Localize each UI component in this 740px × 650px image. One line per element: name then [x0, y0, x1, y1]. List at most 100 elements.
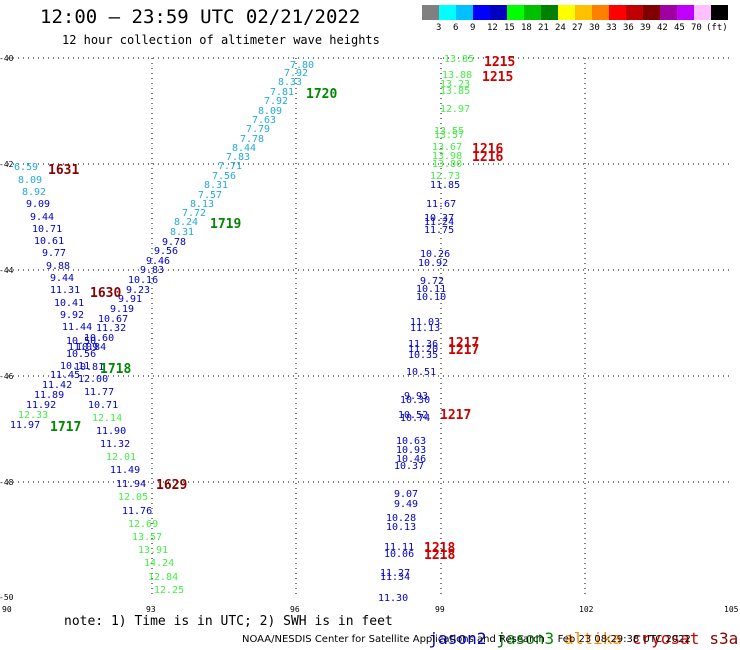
wave-height-value: 10.71 [88, 400, 118, 411]
scale-label: 27 [572, 23, 583, 33]
scale-label: 3 [436, 23, 442, 33]
wave-height-value: 7.57 [198, 190, 222, 201]
wave-height-value: 11.34 [380, 572, 410, 583]
wave-height-value: 10.63 [396, 436, 426, 447]
wave-height-value: 9.23 [126, 285, 150, 296]
scale-swatch [524, 5, 541, 20]
wave-height-value: 9.46 [146, 256, 170, 267]
wave-height-value: 13.23 [440, 79, 470, 90]
wave-height-value: 13.88 [442, 70, 472, 81]
wave-height-value: 10.93 [396, 445, 426, 456]
scale-label: 18 [521, 23, 532, 33]
scale-label: 39 [640, 23, 651, 33]
wave-height-value: 10.37 [394, 461, 424, 472]
wave-height-value: 9.93 [404, 391, 428, 402]
wave-height-value: 10.13 [386, 522, 416, 533]
wave-height-value: 13.57 [434, 130, 464, 141]
scale-swatch [541, 5, 558, 20]
wave-height-value: 10.16 [128, 275, 158, 286]
pass-time-label: 1217 [448, 336, 479, 351]
wave-height-value: 9.49 [394, 499, 418, 510]
scale-swatch [456, 5, 473, 20]
wave-height-value: 7.83 [226, 152, 250, 163]
wave-height-value: 9.72 [420, 276, 444, 287]
wave-height-value: 10.81 [74, 362, 104, 373]
scale-label: 6 [453, 23, 459, 33]
wave-height-value: 10.60 [84, 333, 114, 344]
wave-height-value: 12.33 [18, 410, 48, 421]
y-tick-label: -48 [0, 478, 14, 487]
wave-height-value: 8.92 [22, 187, 46, 198]
wave-height-value: 13.67 [432, 142, 462, 153]
pass-time-label: 1217 [440, 408, 471, 423]
wave-height-value: 10.37 [424, 213, 454, 224]
wave-height-value: 8.24 [174, 217, 198, 228]
wave-height-value: 7.80 [290, 60, 314, 71]
wave-height-value: 10.35 [408, 350, 438, 361]
wave-height-value: 10.41 [54, 298, 84, 309]
scale-swatch [643, 5, 660, 20]
legend-s3a: s3a [709, 629, 739, 648]
wave-height-value: 9.77 [42, 248, 66, 259]
scale-label: 15 [504, 23, 515, 33]
pass-time-label: 1717 [50, 420, 81, 435]
y-tick-label: -46 [0, 372, 14, 381]
scale-label: 24 [555, 23, 566, 33]
y-tick-label: -40 [0, 54, 14, 63]
wave-height-value: 11.32 [96, 323, 126, 334]
wave-height-value: 8.09 [258, 106, 282, 117]
wave-height-value: 11.03 [410, 317, 440, 328]
pass-time-label: 1215 [484, 55, 515, 70]
wave-height-value: 8.13 [190, 199, 214, 210]
pass-time-label: 1719 [210, 217, 241, 232]
wave-height-value: 12.84 [148, 572, 178, 583]
wave-height-value: 14.24 [144, 558, 174, 569]
scale-swatch [422, 5, 439, 20]
wave-height-value: 10.71 [32, 224, 62, 235]
pass-time-label: 1720 [306, 87, 337, 102]
wave-height-value: 8.09 [18, 175, 42, 186]
pass-time-label: 1215 [482, 70, 513, 85]
wave-height-value: 6.59 [14, 162, 38, 173]
wave-height-value: 10.61 [34, 236, 64, 247]
wave-height-value: 7.71 [218, 161, 242, 172]
page-title: 12:00 – 23:59 UTC 02/21/2022 [40, 6, 361, 28]
wave-height-value: 10.50 [66, 336, 96, 347]
wave-height-value: 11.92 [26, 400, 56, 411]
wave-height-value: 12.25 [154, 585, 184, 596]
wave-height-value: 12.00 [78, 374, 108, 385]
wave-height-value: 11.77 [84, 387, 114, 398]
wave-height-value: 9.83 [140, 265, 164, 276]
pass-time-label: 1631 [48, 163, 79, 178]
pass-time-label: 1218 [424, 548, 455, 563]
wave-height-value: 7.56 [212, 171, 236, 182]
wave-height-value: 13.55 [434, 126, 464, 137]
wave-height-value: 7.78 [240, 134, 264, 145]
scale-label: 9 [470, 23, 476, 33]
wave-height-value: 10.10 [416, 292, 446, 303]
wave-height-value: 9.07 [394, 489, 418, 500]
wave-height-value: 9.92 [60, 310, 84, 321]
wave-height-value: 11.13 [410, 323, 440, 334]
y-tick-label: -44 [0, 266, 14, 275]
wave-height-value: 10.67 [98, 314, 128, 325]
wave-height-value: 11.24 [424, 217, 454, 228]
wave-height-value: 13.57 [132, 532, 162, 543]
wave-height-value: 10.51 [406, 367, 436, 378]
scale-label: 30 [589, 23, 600, 33]
x-tick-label: 102 [579, 605, 594, 614]
scale-swatch [473, 5, 490, 20]
wave-height-value: 11.85 [430, 180, 460, 191]
wave-height-value: 11.27 [380, 568, 410, 579]
wave-height-value: 11.45 [50, 370, 80, 381]
scale-label: 12 [487, 23, 498, 33]
wave-height-value: 13.85 [440, 86, 470, 97]
wave-height-value: 9.88 [46, 261, 70, 272]
scale-swatch [677, 5, 694, 20]
wave-height-value: 9.56 [154, 246, 178, 257]
scale-swatch [490, 5, 507, 20]
x-tick-label: 99 [435, 605, 445, 614]
scale-swatch [660, 5, 677, 20]
